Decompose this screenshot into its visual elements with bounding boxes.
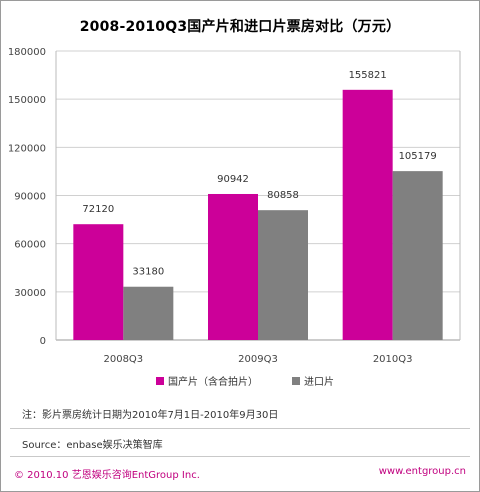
y-tick-label: 0	[40, 336, 46, 347]
x-tick-label: 2010Q3	[373, 354, 413, 365]
bar	[342, 89, 393, 340]
bar	[123, 286, 174, 340]
y-axis-ticks: 0 30000 60000 90000 120000 150000 180000	[8, 47, 46, 347]
y-tick-label: 120000	[8, 143, 46, 154]
data-label: 105179	[399, 151, 437, 162]
bars	[73, 89, 443, 340]
bar	[258, 210, 308, 340]
y-tick-label: 180000	[8, 47, 46, 58]
bar-chart: 0 30000 60000 90000 120000 150000 180000 72120…	[8, 47, 461, 388]
data-labels: 72120 33180 90942 80858 155821 105179	[82, 70, 436, 278]
legend: 国产片（含合拍片） 进口片	[156, 375, 334, 388]
copyright-text: © 2010.10 艺恩娱乐咨询EntGroup Inc.	[14, 470, 200, 481]
x-tick-label: 2008Q3	[103, 354, 143, 365]
legend-swatch	[156, 377, 164, 385]
data-label: 33180	[132, 267, 164, 278]
data-label: 90942	[217, 174, 249, 185]
divider-top	[10, 428, 470, 429]
x-axis-ticks: 2008Q3 2009Q3 2010Q3	[103, 354, 412, 365]
divider-bottom	[10, 456, 470, 457]
bar	[73, 224, 124, 340]
y-tick-label: 90000	[14, 192, 46, 203]
data-label: 72120	[82, 204, 114, 215]
data-label: 80858	[267, 190, 299, 201]
x-tick-label: 2009Q3	[238, 354, 278, 365]
y-tick-label: 30000	[14, 288, 46, 299]
legend-label: 国产片（含合拍片）	[168, 375, 258, 388]
footnote: 注：影片票房统计日期为2010年7月1日-2010年9月30日	[22, 410, 279, 421]
chart-title: 2008-2010Q3国产片和进口片票房对比（万元）	[79, 19, 401, 35]
source-line: Source：enbase娱乐决策智库	[22, 440, 163, 451]
website-link[interactable]: www.entgroup.cn	[378, 466, 466, 477]
data-label: 155821	[349, 70, 387, 81]
bar	[208, 193, 258, 340]
legend-swatch	[292, 377, 300, 385]
y-tick-label: 150000	[8, 95, 46, 106]
y-tick-label: 60000	[14, 240, 46, 251]
legend-label: 进口片	[304, 375, 334, 388]
bar	[392, 171, 443, 340]
